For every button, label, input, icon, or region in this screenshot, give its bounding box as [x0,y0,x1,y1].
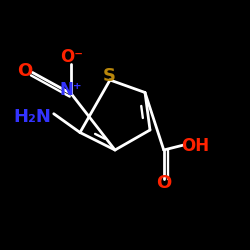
Text: N⁺: N⁺ [60,81,82,99]
Text: S: S [102,67,115,85]
Text: O: O [18,62,32,80]
Text: O⁻: O⁻ [60,48,83,66]
Text: O: O [156,174,172,192]
Text: H₂N: H₂N [14,108,52,126]
Text: OH: OH [181,137,209,155]
